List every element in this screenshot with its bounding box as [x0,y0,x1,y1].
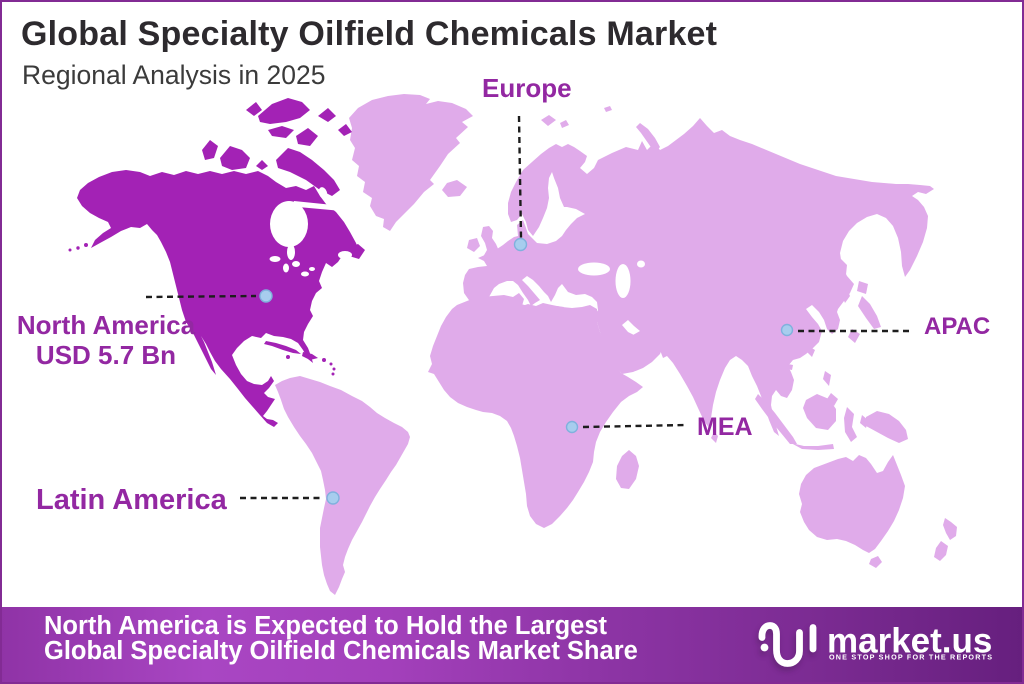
svg-text:ONE STOP SHOP FOR THE REPORTS: ONE STOP SHOP FOR THE REPORTS [829,653,993,662]
svg-text:market.us: market.us [827,622,992,661]
